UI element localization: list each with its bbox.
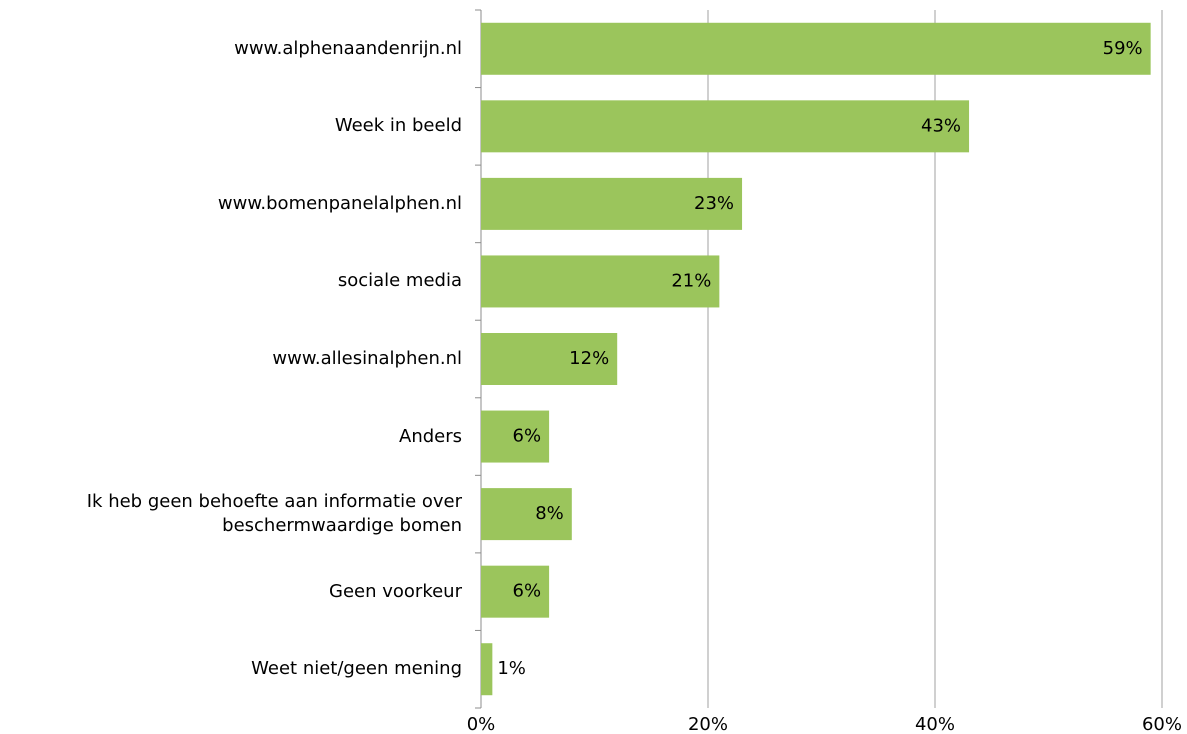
value-label: 6% <box>513 426 542 447</box>
y-tick-label: Geen voorkeur <box>329 580 462 602</box>
value-label: 12% <box>569 348 609 369</box>
value-label: 6% <box>513 581 542 602</box>
y-tick-label: www.alphenaandenrijn.nl <box>234 37 462 59</box>
y-tick-label: Anders <box>399 425 462 447</box>
bar <box>481 333 618 385</box>
y-tick-label: sociale media <box>337 270 462 292</box>
x-tick-label: 20% <box>688 714 728 734</box>
bar <box>481 565 550 618</box>
value-label: 8% <box>535 503 564 524</box>
y-tick-label: www.bomenpanelalphen.nl <box>217 192 462 214</box>
y-tick-label: Ik heb geen behoefte aan informatie over… <box>86 491 462 537</box>
x-tick-label: 0% <box>467 714 496 734</box>
y-tick-label: www.allesinalphen.nl <box>272 348 462 369</box>
x-tick-label: 40% <box>915 714 955 734</box>
value-label: 21% <box>671 270 711 291</box>
value-label: 23% <box>694 193 734 214</box>
bar <box>481 410 550 463</box>
y-tick-label: Week in beeld <box>334 115 462 137</box>
bar <box>481 177 743 230</box>
bar <box>481 22 1151 75</box>
bar <box>481 100 970 153</box>
bar <box>481 488 572 541</box>
bar <box>481 255 720 308</box>
y-tick-label: Weet niet/geen mening <box>251 658 462 680</box>
value-label: 59% <box>1103 38 1143 59</box>
x-tick-label: 60% <box>1142 714 1182 734</box>
bar <box>481 643 493 696</box>
value-label: 43% <box>921 115 961 136</box>
value-label: 1% <box>497 658 526 679</box>
